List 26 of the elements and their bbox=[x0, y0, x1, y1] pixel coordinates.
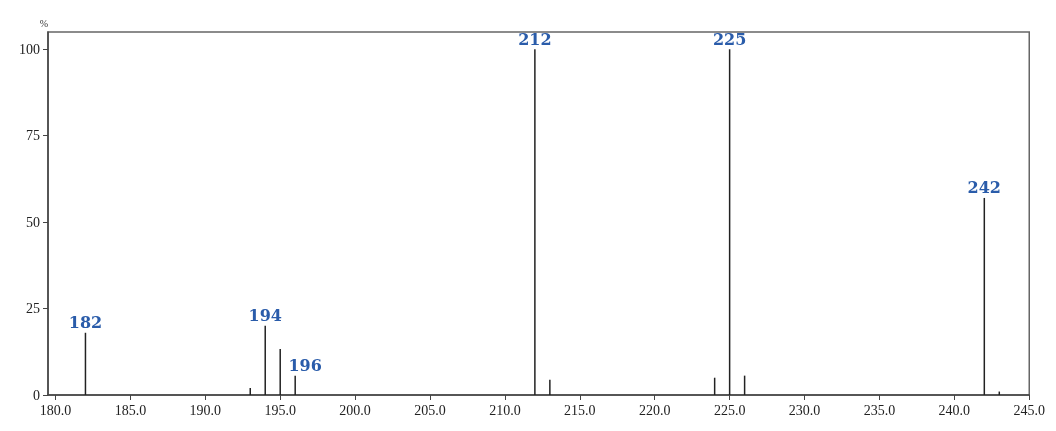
x-tick-label: 210.0 bbox=[489, 402, 521, 418]
annotation: 212 bbox=[518, 29, 552, 49]
x-tick-label: 215.0 bbox=[564, 402, 596, 418]
annotation: 242 bbox=[967, 178, 1002, 198]
x-tick-label: 230.0 bbox=[788, 402, 821, 418]
x-tick-label: 190.0 bbox=[189, 402, 222, 418]
y-tick-label: 100 bbox=[19, 41, 40, 57]
x-tick-label: 220.0 bbox=[638, 402, 671, 418]
y-tick-label: 75 bbox=[26, 128, 40, 144]
annotation: 196 bbox=[288, 356, 322, 376]
x-tick-label: 205.0 bbox=[414, 402, 446, 418]
x-tick-label: 235.0 bbox=[863, 402, 896, 418]
x-tick-label: 225.0 bbox=[713, 402, 746, 418]
x-tick-label: 240.0 bbox=[938, 402, 971, 418]
x-tick-label: 195.0 bbox=[264, 402, 296, 418]
y-tick-label: 0 bbox=[33, 387, 40, 403]
y-tick-label: 25 bbox=[26, 301, 40, 317]
annotation: 182 bbox=[68, 313, 103, 333]
x-tick-label: 200.0 bbox=[339, 402, 371, 418]
x-tick-label: 245.0 bbox=[1013, 402, 1045, 418]
x-tick-label: 185.0 bbox=[114, 402, 147, 418]
y-axis-title: % bbox=[39, 17, 48, 29]
annotation: 225 bbox=[712, 29, 747, 49]
x-tick-label: 180.0 bbox=[39, 402, 72, 418]
annotation: 194 bbox=[248, 306, 282, 326]
y-tick-label: 50 bbox=[26, 214, 40, 230]
